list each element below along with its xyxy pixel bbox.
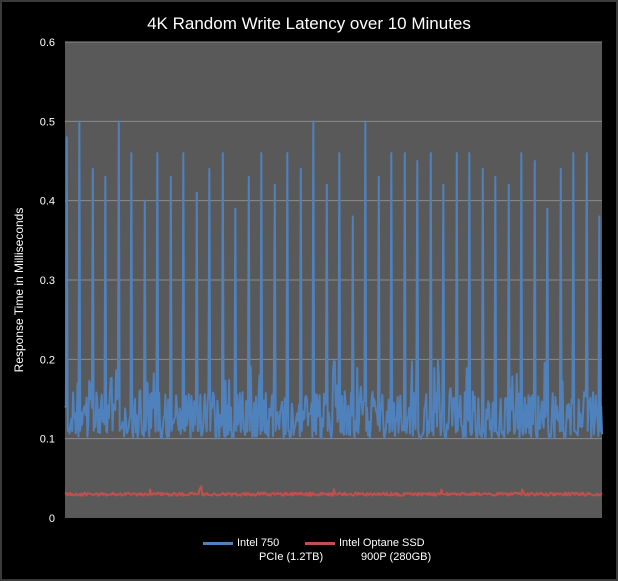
legend-swatch-optane-900p (305, 542, 335, 545)
y-tick-label-5: 0.5 (40, 116, 55, 128)
legend-label-intel-750-line2: PCIe (1.2TB) (259, 551, 324, 563)
y-tick-label-3: 0.3 (40, 275, 55, 287)
series-line-intel-750 (64, 120, 603, 440)
series-lines (64, 120, 603, 497)
legend-swatch-intel-750 (203, 542, 233, 545)
y-tick-label-4: 0.4 (40, 196, 55, 208)
chart-title: 4K Random Write Latency over 10 Minutes (147, 14, 471, 33)
legend-label-optane-line2: 900P (280GB) (361, 551, 432, 563)
gridlines (65, 41, 602, 440)
series-line-optane-900p (64, 485, 603, 497)
y-tick-label-1: 0.1 (40, 434, 55, 446)
y-tick-label-0: 0 (49, 513, 55, 525)
legend-label-intel-750-line1: Intel 750 (237, 537, 280, 549)
legend-label-optane-line1: Intel Optane SSD (339, 537, 425, 549)
legend: Intel 750 PCIe (1.2TB) Intel Optane SSD … (0, 536, 618, 572)
y-tick-label-6: 0.6 (40, 37, 55, 49)
y-tick-labels: 0 0.1 0.2 0.3 0.4 0.5 0.6 (40, 37, 55, 525)
y-tick-label-2: 0.2 (40, 354, 55, 366)
